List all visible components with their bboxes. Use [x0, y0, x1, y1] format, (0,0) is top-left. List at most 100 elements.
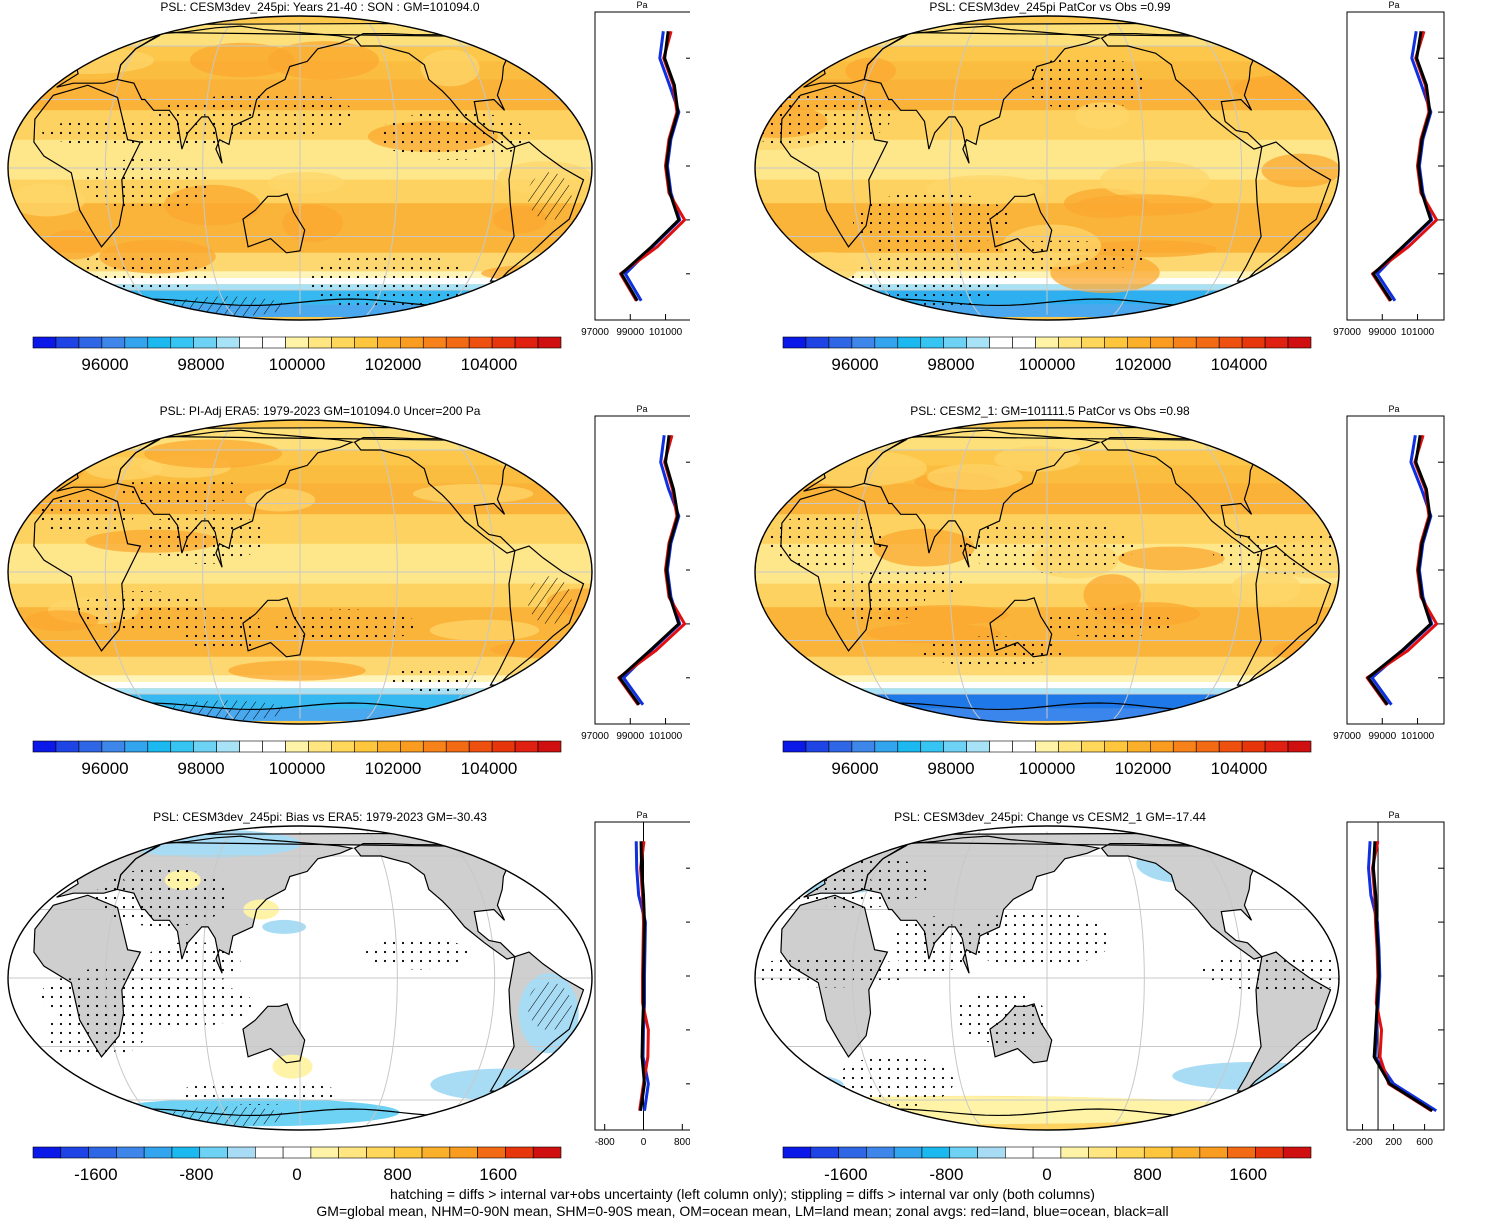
colorbar-tick-label: -800 [929, 1165, 963, 1184]
coastline-africa [780, 488, 889, 652]
colorbar-swatch [88, 1146, 117, 1159]
colorbar-swatch [55, 336, 80, 349]
zonal-x-label: 99000 [1368, 731, 1396, 742]
pressure-anomaly-blob [245, 488, 316, 512]
colorbar-swatch [943, 336, 967, 349]
stippling-region [766, 513, 886, 568]
colorbar-swatch [1255, 1146, 1284, 1159]
colorbar-tick-label: 102000 [365, 759, 422, 778]
pressure-anomaly-blob [1075, 194, 1213, 216]
colorbar-swatch [282, 1146, 312, 1159]
longitude-gridline [202, 831, 234, 1125]
zonal-x-label: 200 [1385, 1137, 1402, 1148]
coastline-australia [989, 193, 1053, 254]
colorbar-swatch [1241, 740, 1266, 753]
colorbar-swatch [116, 1146, 145, 1159]
colorbar-swatch [897, 336, 922, 349]
stippling-region [180, 1080, 338, 1105]
colorbar-swatch [421, 1146, 451, 1159]
colorbar-swatch [193, 336, 217, 349]
colorbar-swatch [147, 740, 172, 753]
continent-namerica [354, 841, 515, 960]
pressure-anomaly-blob [189, 42, 295, 78]
longitude-gridline [202, 425, 234, 719]
pressure-anomaly-blob [228, 660, 366, 681]
colorbar: 96000 98000 100000 102000 104000 [782, 336, 1312, 374]
colorbar-swatch [331, 740, 355, 753]
pressure-anomaly-blob [1261, 153, 1339, 188]
pressure-anomaly-blob [268, 41, 380, 80]
colorbar-tick-label: 100000 [269, 355, 326, 374]
pressure-anomaly-blob [412, 483, 534, 504]
map-outline [754, 825, 1340, 1131]
colorbar-swatch [851, 740, 876, 753]
zonal-all-line [618, 435, 681, 706]
coastline-samerica [489, 951, 585, 1092]
pressure-anomaly-blob [85, 457, 163, 480]
colorbar-tick-label: 800 [383, 1165, 411, 1184]
colorbar-swatch [805, 740, 830, 753]
stippling-region [145, 510, 264, 565]
longitude-gridline [949, 21, 981, 315]
coastline-samerica [1236, 545, 1332, 686]
colorbar-swatch [1012, 740, 1036, 753]
colorbar-swatch [1287, 336, 1312, 349]
colorbar-swatch [32, 336, 57, 349]
colorbar-swatch [199, 1146, 228, 1159]
colorbar-swatch [1264, 740, 1289, 753]
colorbar-tick-label: 98000 [927, 759, 974, 778]
colorbar-swatch [1172, 740, 1197, 753]
colorbar-swatch [966, 740, 990, 753]
colorbar-swatch [989, 336, 1013, 349]
pressure-anomaly-blob [420, 49, 480, 87]
colorbar-tick-label: 104000 [461, 355, 518, 374]
colorbar-swatch [949, 1146, 978, 1159]
map-outline [7, 825, 593, 1131]
colorbar-tick-label: 96000 [831, 355, 878, 374]
coastline-australia [989, 597, 1053, 658]
pressure-anomaly-blob [8, 183, 86, 217]
colorbar-swatch [366, 1146, 395, 1159]
colorbar-tick-label: 100000 [269, 759, 326, 778]
stippling-region [860, 568, 965, 600]
colorbar-tick-label: 102000 [365, 355, 422, 374]
colorbar-swatch [989, 740, 1013, 753]
coastline-australia [242, 597, 306, 658]
longitude-gridline [366, 425, 398, 719]
longitude-gridline [366, 21, 398, 315]
colorbar-swatch [1012, 336, 1036, 349]
stippling-region [305, 252, 474, 311]
zonal-x-label: 101000 [649, 327, 683, 338]
colorbar-swatch [170, 740, 194, 753]
colorbar-swatch [491, 740, 516, 753]
colorbar-tick-label: 104000 [461, 759, 518, 778]
map-fill [8, 16, 592, 320]
colorbar-tick-label: 100000 [1019, 355, 1076, 374]
colorbar-swatch [147, 336, 172, 349]
continent-europe [56, 843, 159, 898]
colorbar-tick-label: 96000 [81, 355, 128, 374]
colorbar-swatch [1172, 336, 1197, 349]
colorbar-swatch [101, 740, 126, 753]
continent-australia [243, 1003, 305, 1063]
stippling-region [77, 590, 211, 631]
pressure-anomaly-blob [43, 229, 102, 260]
zonal-unit-label: Pa [1388, 404, 1399, 414]
longitude-gridline [433, 20, 496, 316]
colorbar-swatch [782, 740, 807, 753]
colorbar-tick-label: -1600 [74, 1165, 117, 1184]
colorbar-swatch [239, 336, 263, 349]
colorbar-swatch [1081, 336, 1105, 349]
colorbar-swatch [943, 740, 967, 753]
colorbar-tick-label: 800 [1133, 1165, 1161, 1184]
longitude-gridline [949, 831, 981, 1125]
zonal-all-line [639, 841, 646, 1111]
colorbar-swatch [851, 336, 876, 349]
colorbar-swatch [514, 740, 539, 753]
difference-blob [763, 1074, 844, 1095]
coastline-samerica [489, 545, 585, 686]
stippling-region [377, 111, 531, 160]
longitude-gridline [1113, 831, 1145, 1125]
colorbar-swatch [921, 1146, 951, 1159]
colorbar: 96000 98000 100000 102000 104000 [32, 740, 562, 778]
